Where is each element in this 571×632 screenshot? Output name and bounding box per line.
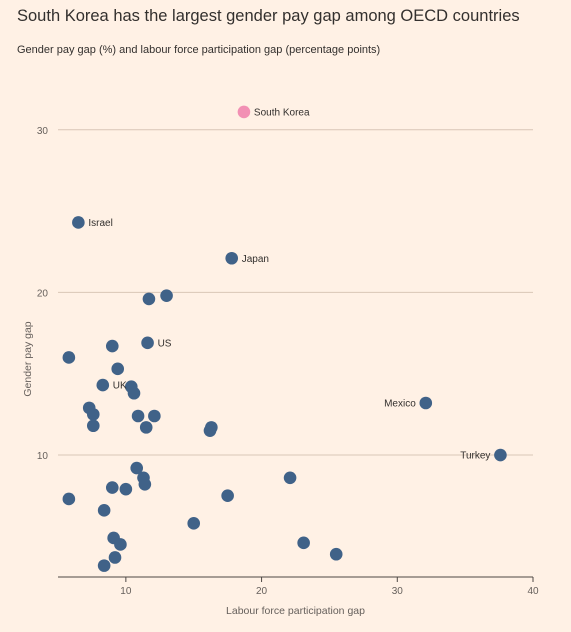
data-point (225, 251, 239, 265)
data-point (221, 489, 234, 502)
chart-title: South Korea has the largest gender pay g… (17, 7, 520, 25)
x-tick-label: 20 (256, 586, 268, 597)
data-point (97, 504, 111, 517)
data-point (114, 538, 127, 551)
data-point (138, 478, 152, 491)
data-point (131, 409, 145, 423)
data-point (297, 536, 310, 550)
data-point (105, 339, 119, 353)
data-point (108, 551, 122, 564)
data-point (86, 408, 100, 421)
chart-subtitle: Gender pay gap (%) and labour force part… (17, 44, 381, 56)
data-point (494, 448, 507, 462)
data-point (72, 216, 85, 229)
data-point (139, 421, 153, 434)
data-point (62, 351, 76, 364)
point-label: US (158, 338, 172, 349)
point-label: UK (113, 381, 127, 392)
x-tick-label: 10 (120, 586, 132, 597)
data-point (419, 396, 433, 410)
x-tick-label: 30 (392, 586, 404, 597)
point-label: South Korea (254, 107, 310, 118)
data-point (105, 481, 119, 494)
data-point (86, 419, 100, 433)
highlighted-data-point (237, 105, 251, 119)
point-label: Japan (242, 254, 269, 265)
data-points (62, 105, 507, 572)
data-point (141, 336, 154, 350)
y-tick-label: 30 (37, 126, 49, 137)
y-axis-title: Gender pay gap (22, 321, 34, 396)
data-point (111, 362, 125, 376)
data-point (187, 517, 201, 530)
data-point (130, 461, 144, 475)
y-tick-label: 10 (37, 451, 49, 462)
point-label: Israel (88, 218, 112, 229)
data-point (62, 492, 76, 506)
data-point (96, 378, 110, 392)
data-point (329, 547, 343, 561)
data-point (127, 386, 141, 400)
point-label: Turkey (460, 451, 490, 462)
x-tick-label: 40 (527, 586, 539, 597)
gridlines (58, 129, 533, 456)
x-axis-title: Labour force participation gap (226, 605, 365, 617)
data-point (97, 559, 111, 572)
point-label: Mexico (384, 398, 416, 409)
data-point (119, 482, 133, 496)
data-point (142, 292, 156, 306)
axes: 10 20 30 10 20 30 40 (37, 126, 539, 597)
y-tick-label: 20 (37, 288, 49, 299)
data-point (148, 409, 161, 423)
data-point (160, 289, 173, 302)
data-point (203, 424, 217, 437)
point-labels: South Korea Israel Japan US UK Mexico Turkey (88, 107, 490, 461)
data-point (283, 471, 297, 485)
